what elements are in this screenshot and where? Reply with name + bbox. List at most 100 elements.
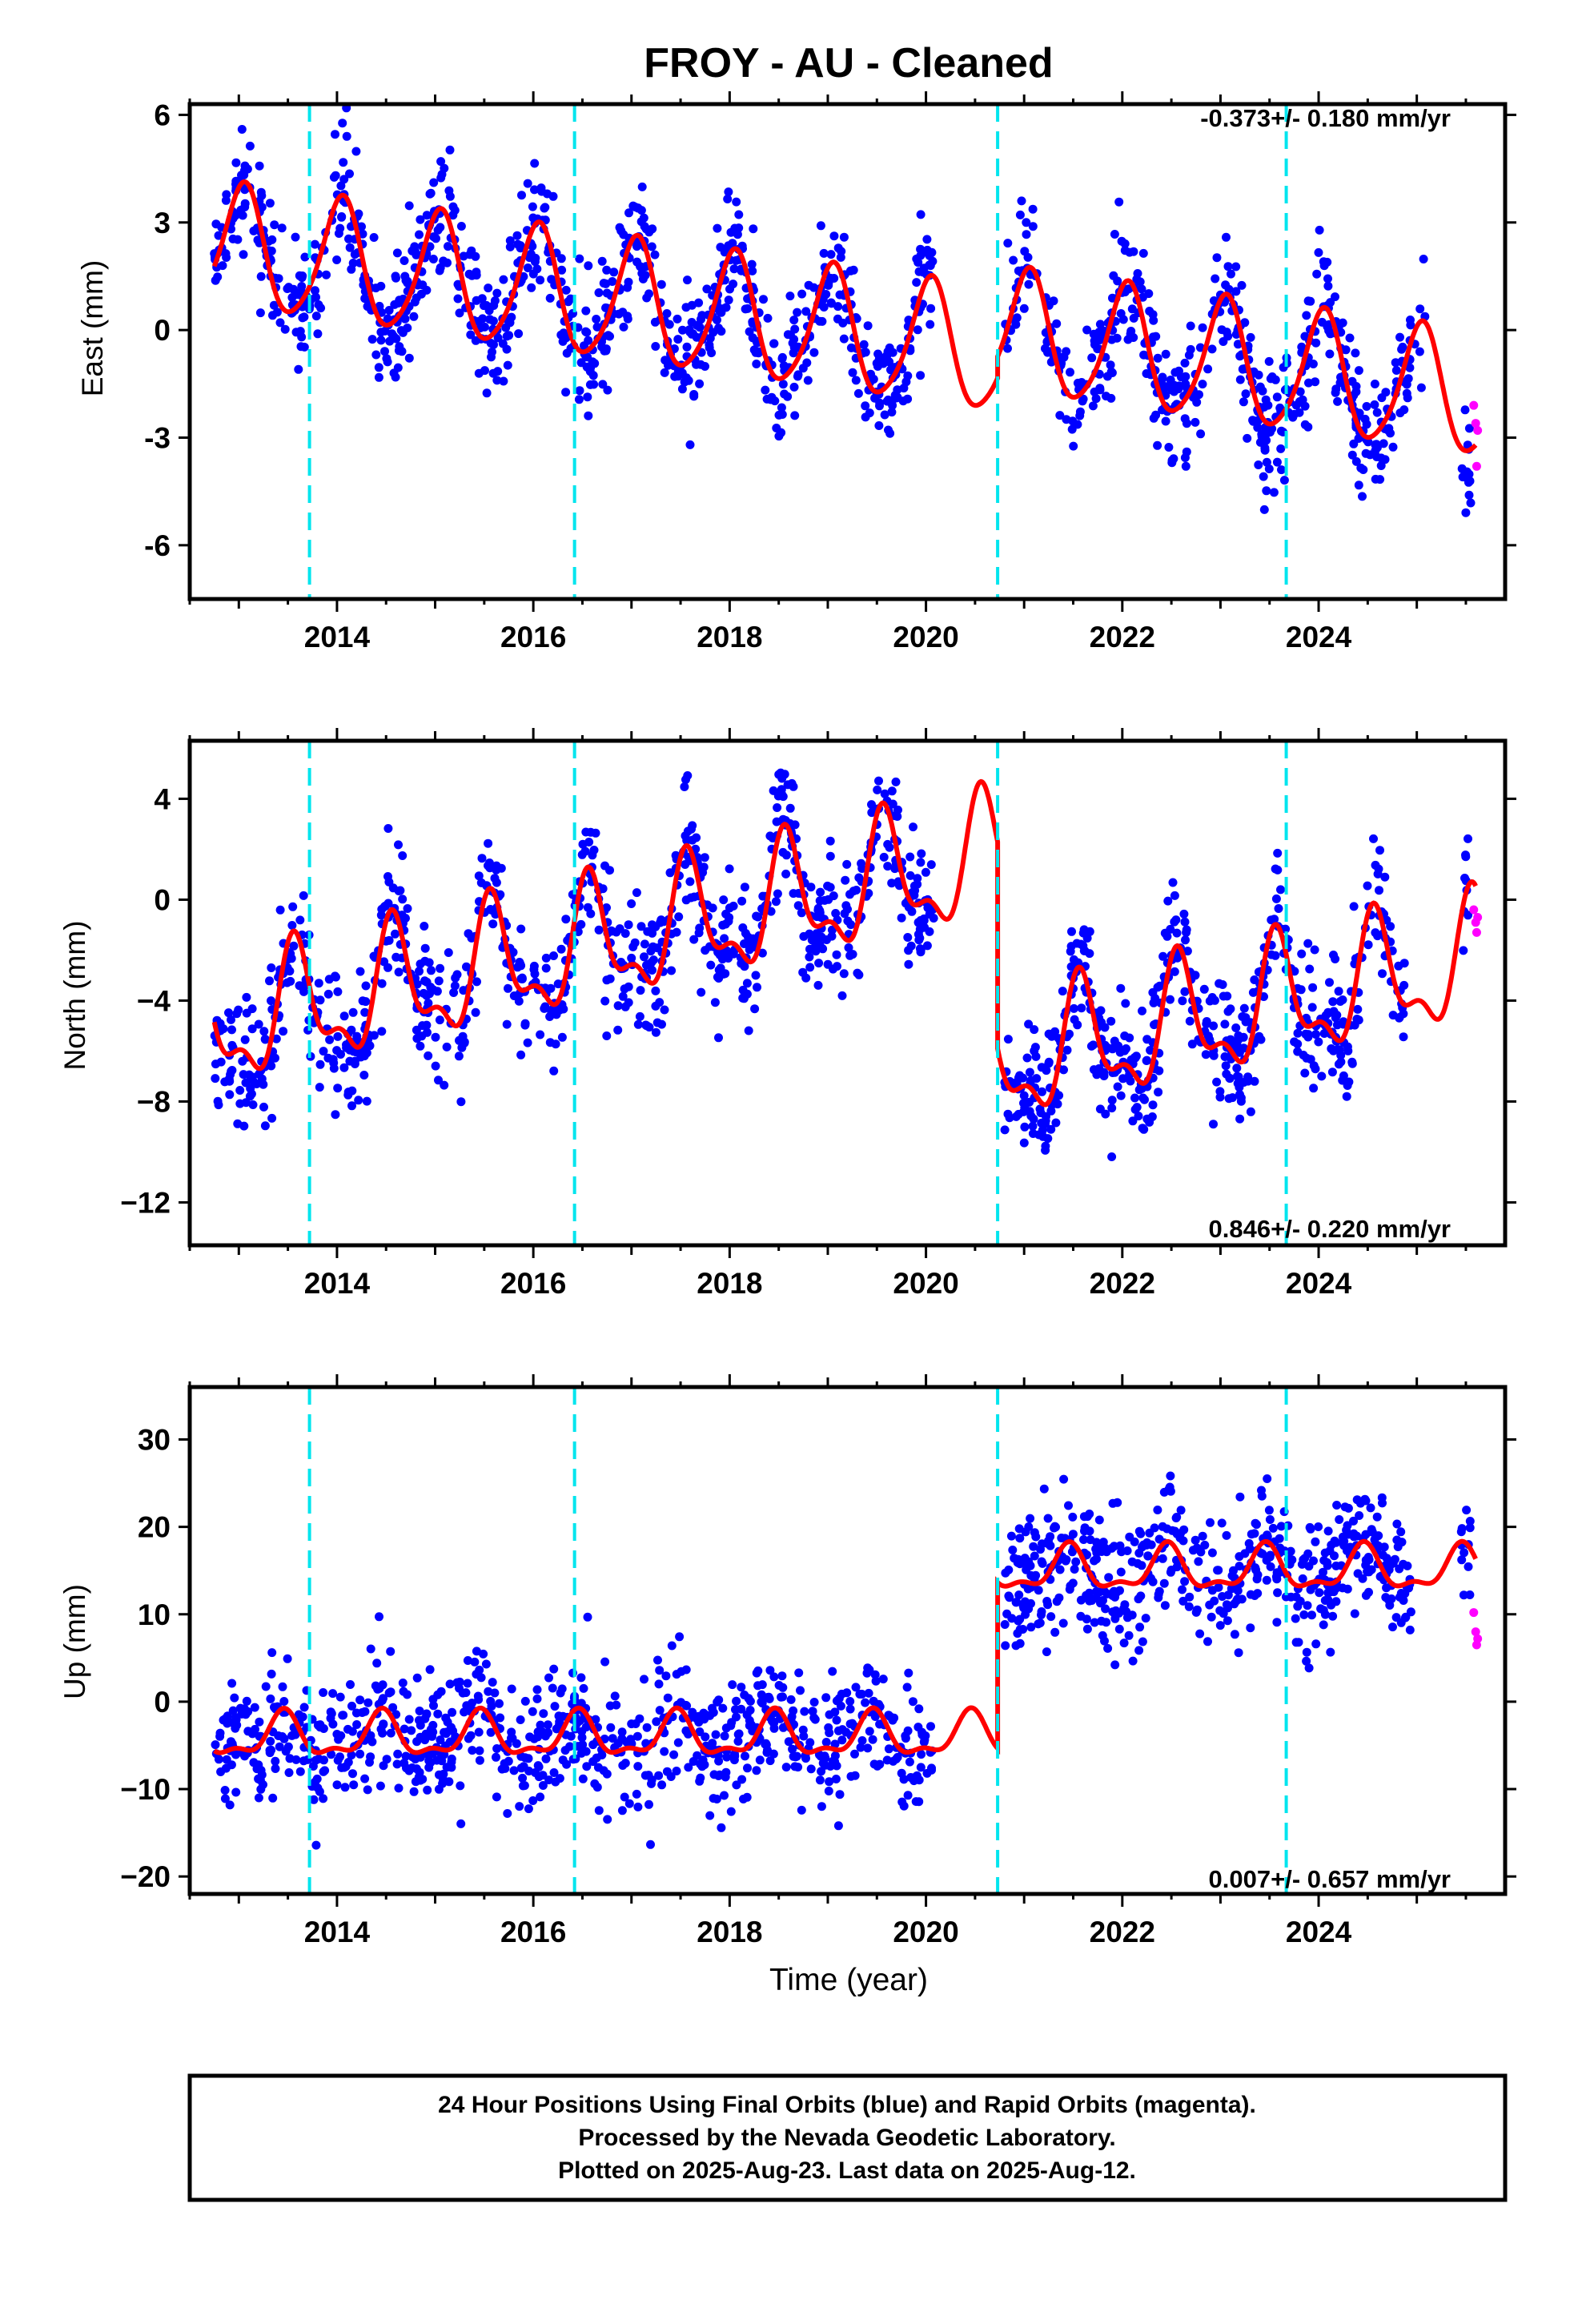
- data-point: [1020, 247, 1030, 256]
- data-point: [798, 1725, 808, 1735]
- data-point: [1155, 981, 1164, 991]
- data-point: [1129, 313, 1138, 323]
- data-point: [902, 1683, 912, 1692]
- rate-label-up: 0.007+/- 0.657 mm/yr: [1209, 1865, 1451, 1893]
- data-point: [528, 1796, 538, 1805]
- data-point: [1377, 1493, 1387, 1502]
- data-point: [1464, 1562, 1473, 1571]
- data-point: [822, 935, 831, 944]
- data-point: [225, 1800, 235, 1810]
- data-point: [718, 1703, 728, 1713]
- data-point: [843, 904, 852, 914]
- data-point: [1181, 935, 1190, 945]
- data-point: [909, 822, 917, 832]
- data-point: [854, 970, 864, 979]
- data-point: [887, 408, 897, 417]
- data-point: [1300, 1068, 1310, 1078]
- data-point: [242, 1008, 251, 1018]
- data-point: [1354, 366, 1363, 376]
- data-point: [1307, 1003, 1317, 1012]
- x-tick-label: 2020: [893, 621, 958, 653]
- data-point: [404, 201, 414, 211]
- data-point: [308, 1762, 318, 1771]
- data-point: [530, 159, 540, 168]
- data-point: [1024, 279, 1034, 289]
- data-point: [557, 265, 567, 275]
- data-point: [1405, 363, 1415, 372]
- data-point: [883, 862, 893, 871]
- data-point: [809, 1698, 819, 1707]
- data-point: [1014, 1590, 1024, 1600]
- data-point: [734, 210, 744, 219]
- data-point: [358, 229, 367, 239]
- data-point: [600, 346, 609, 356]
- data-point: [445, 145, 455, 155]
- data-point: [540, 1002, 550, 1011]
- data-point: [524, 1804, 533, 1814]
- data-point: [1464, 834, 1472, 843]
- data-point: [384, 306, 394, 315]
- data-point: [541, 953, 551, 963]
- data-point: [633, 1802, 643, 1811]
- data-point: [904, 959, 913, 969]
- data-point: [1182, 927, 1191, 937]
- data-point: [211, 1059, 220, 1069]
- x-tick-label: 2018: [697, 1267, 762, 1300]
- data-point: [1191, 1535, 1200, 1545]
- data-point: [434, 976, 444, 986]
- data-point: [870, 1670, 880, 1679]
- data-point: [583, 392, 592, 402]
- data-point: [925, 910, 934, 919]
- data-point: [1160, 928, 1170, 938]
- data-point: [713, 1697, 722, 1707]
- data-point: [1110, 1542, 1119, 1551]
- data-point: [863, 321, 873, 331]
- data-point: [1000, 1620, 1010, 1629]
- data-point: [824, 278, 833, 287]
- data-point: [1070, 1015, 1079, 1024]
- x-tick-label: 2024: [1286, 1267, 1352, 1300]
- data-point: [371, 350, 381, 360]
- data-point: [1311, 338, 1321, 348]
- rapid-point: [1469, 905, 1479, 915]
- data-point: [1323, 281, 1333, 291]
- data-point: [1030, 1528, 1039, 1538]
- data-point: [1365, 450, 1375, 460]
- data-point: [269, 300, 279, 310]
- data-point: [471, 1007, 480, 1017]
- data-point: [1386, 1560, 1395, 1570]
- data-point: [331, 1110, 340, 1120]
- data-point: [742, 979, 752, 988]
- data-point: [644, 289, 653, 299]
- data-point: [856, 1743, 865, 1752]
- data-point: [673, 335, 683, 344]
- data-point: [444, 948, 453, 957]
- data-point: [1399, 1559, 1408, 1569]
- data-point: [400, 314, 410, 324]
- data-point: [817, 1802, 826, 1811]
- data-point: [586, 363, 596, 372]
- data-point: [873, 785, 882, 794]
- data-point: [1001, 1641, 1010, 1651]
- data-point: [376, 1724, 386, 1734]
- data-point: [816, 221, 825, 231]
- data-point: [803, 376, 813, 385]
- data-point: [541, 1754, 551, 1763]
- data-point: [1042, 1066, 1051, 1076]
- data-point: [315, 1723, 325, 1732]
- data-point: [732, 1780, 741, 1790]
- data-point: [874, 421, 884, 430]
- data-point: [527, 283, 536, 292]
- data-point: [255, 161, 264, 171]
- data-point: [412, 1737, 422, 1747]
- y-tick-label: −20: [120, 1860, 171, 1893]
- data-point: [1465, 1523, 1475, 1533]
- data-point: [624, 208, 633, 218]
- data-point: [338, 119, 347, 128]
- data-point: [1052, 1597, 1062, 1606]
- data-point: [635, 1714, 644, 1723]
- data-point: [899, 1775, 909, 1784]
- data-point: [1364, 1555, 1374, 1565]
- data-point: [729, 264, 739, 274]
